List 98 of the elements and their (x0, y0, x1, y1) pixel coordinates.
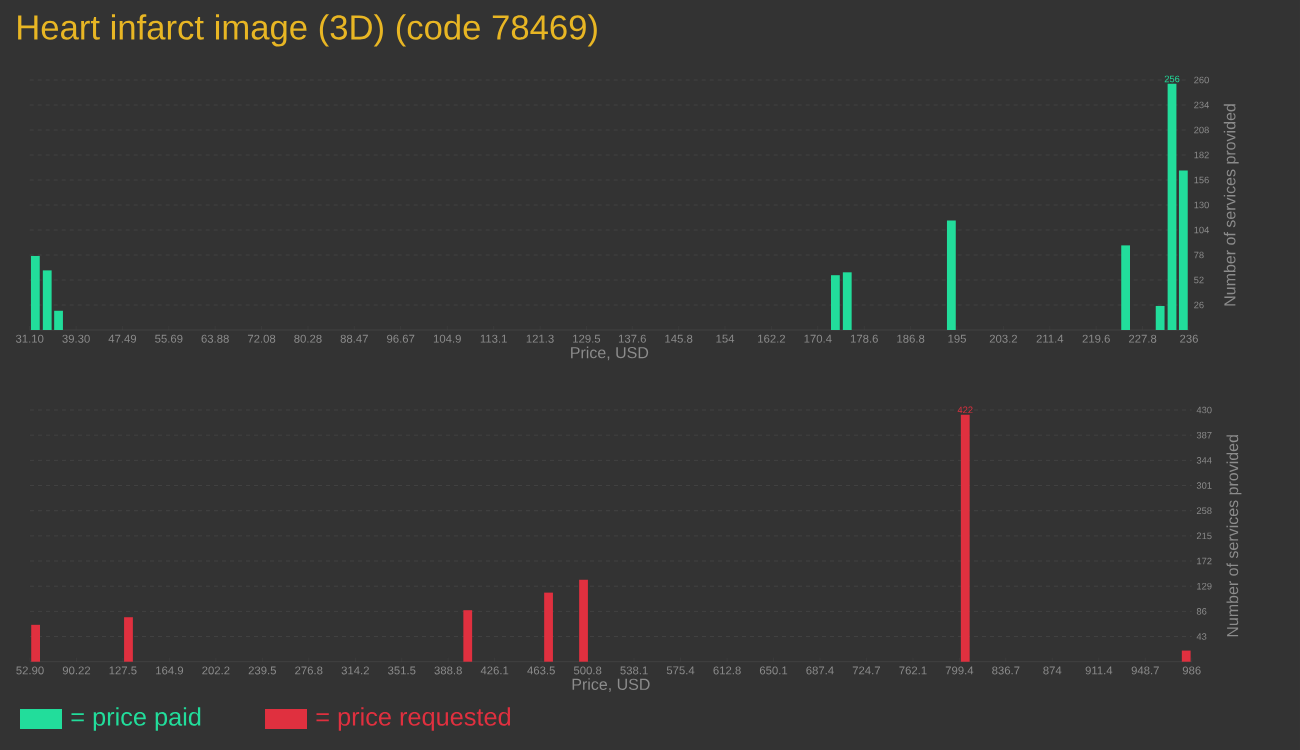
y-tick-label: 78 (1194, 251, 1204, 259)
x-tick-label: 31.10 (15, 334, 44, 343)
x-tick-label: 129.5 (573, 334, 601, 343)
y-tick-label: 130 (1194, 201, 1209, 209)
x-tick-label: 145.8 (665, 334, 693, 343)
bar (579, 579, 588, 662)
x-tick-label: 186.8 (897, 334, 925, 343)
x-tick-label: 575.4 (666, 666, 695, 675)
y-tick-label: 182 (1194, 151, 1209, 159)
x-tick-label: 612.8 (713, 666, 741, 675)
x-tick-label: 96.67 (387, 334, 415, 343)
x-tick-label: 121.3 (526, 334, 554, 343)
x-tick-label: 351.5 (388, 666, 416, 675)
bar (946, 220, 956, 330)
bar (842, 272, 852, 330)
x-tick-label: 236 (1180, 334, 1198, 343)
x-tick-label: 80.28 (294, 334, 322, 343)
x-tick-label: 55.69 (155, 334, 183, 343)
bar (1155, 305, 1165, 330)
bar (1121, 245, 1131, 330)
bar (960, 414, 970, 662)
x-tick-label: 72.08 (247, 334, 276, 343)
y-tick-label: 430 (1196, 406, 1212, 414)
x-tick-label: 90.22 (62, 666, 91, 675)
y-tick-label: 104 (1194, 226, 1209, 234)
y-tick-label: 215 (1196, 532, 1212, 540)
x-tick-label: 63.88 (201, 334, 229, 343)
x-tick-label: 164.9 (156, 666, 184, 675)
y-tick-label: 387 (1196, 431, 1212, 439)
bar (124, 617, 133, 662)
x-tick-label: 127.5 (109, 666, 137, 675)
data-label: 422 (957, 406, 973, 414)
y-axis-title: Number of services provided (1223, 104, 1239, 306)
bar (31, 624, 40, 662)
x-tick-label: 195 (948, 334, 967, 343)
x-tick-label: 202.2 (202, 666, 230, 675)
y-tick-label: 156 (1194, 176, 1209, 184)
y-tick-label: 301 (1196, 482, 1212, 489)
x-tick-label: 986 (1182, 666, 1201, 675)
y-tick-label: 258 (1196, 507, 1212, 514)
x-tick-label: 948.7 (1131, 666, 1159, 675)
x-tick-label: 463.5 (527, 666, 555, 675)
y-tick-label: 52 (1194, 276, 1204, 284)
x-tick-label: 276.8 (295, 666, 323, 675)
x-tick-label: 88.47 (340, 334, 368, 343)
x-tick-label: 52.90 (16, 666, 44, 675)
x-tick-label: 104.9 (433, 334, 461, 343)
bar (1167, 83, 1177, 330)
legend-label: = price paid (71, 707, 201, 731)
y-tick-label: 86 (1196, 608, 1207, 615)
x-tick-label: 47.49 (108, 334, 137, 343)
y-tick-label: 260 (1194, 76, 1209, 84)
x-tick-label: 113.1 (480, 334, 507, 343)
x-tick-label: 211.4 (1036, 334, 1064, 343)
x-tick-label: 137.6 (618, 334, 646, 343)
x-tick-label: 538.1 (620, 666, 648, 675)
y-axis-title: Number of services provided (1226, 435, 1242, 637)
y-tick-label: 344 (1196, 457, 1212, 464)
x-tick-label: 426.1 (480, 666, 509, 675)
bar (30, 255, 40, 330)
bar (42, 270, 52, 330)
bar (830, 275, 840, 330)
chart-title: Heart infarct image (3D) (code 78469) (18, 14, 597, 47)
bar (54, 310, 63, 330)
x-tick-label: 203.2 (989, 334, 1018, 343)
x-tick-label: 39.30 (62, 334, 90, 343)
x-tick-label: 500.8 (573, 666, 602, 675)
y-tick-label: 172 (1197, 557, 1212, 565)
bar (544, 592, 553, 662)
bar (1178, 170, 1188, 330)
x-tick-label: 170.4 (804, 334, 832, 343)
x-axis-title: Price, USD (571, 346, 649, 361)
x-tick-label: 724.7 (852, 666, 880, 675)
y-tick-label: 208 (1194, 126, 1209, 134)
data-label: 256 (1164, 75, 1180, 83)
y-tick-label: 43 (1196, 633, 1207, 640)
x-tick-label: 687.4 (806, 666, 834, 675)
x-tick-label: 874 (1043, 666, 1062, 675)
bar (463, 610, 473, 662)
bar (1181, 650, 1191, 662)
x-tick-label: 239.5 (248, 666, 277, 675)
x-tick-label: 388.8 (434, 666, 462, 675)
legend-label: = price requested (316, 707, 511, 731)
x-axis-title: Price, USD (572, 678, 650, 692)
y-tick-label: 234 (1194, 101, 1209, 109)
x-tick-label: 178.6 (850, 334, 878, 343)
x-tick-label: 650.1 (759, 666, 788, 675)
x-tick-label: 227.8 (1128, 334, 1157, 343)
x-tick-label: 314.2 (341, 666, 369, 675)
x-tick-label: 162.2 (758, 334, 786, 343)
x-tick-label: 154 (716, 334, 735, 343)
x-tick-label: 911.4 (1085, 666, 1113, 675)
y-tick-label: 26 (1194, 301, 1204, 309)
x-tick-label: 762.1 (899, 666, 927, 675)
x-tick-label: 219.6 (1082, 334, 1110, 343)
y-tick-label: 129 (1197, 582, 1212, 590)
x-tick-label: 836.7 (992, 666, 1020, 675)
x-tick-label: 799.4 (945, 666, 974, 675)
